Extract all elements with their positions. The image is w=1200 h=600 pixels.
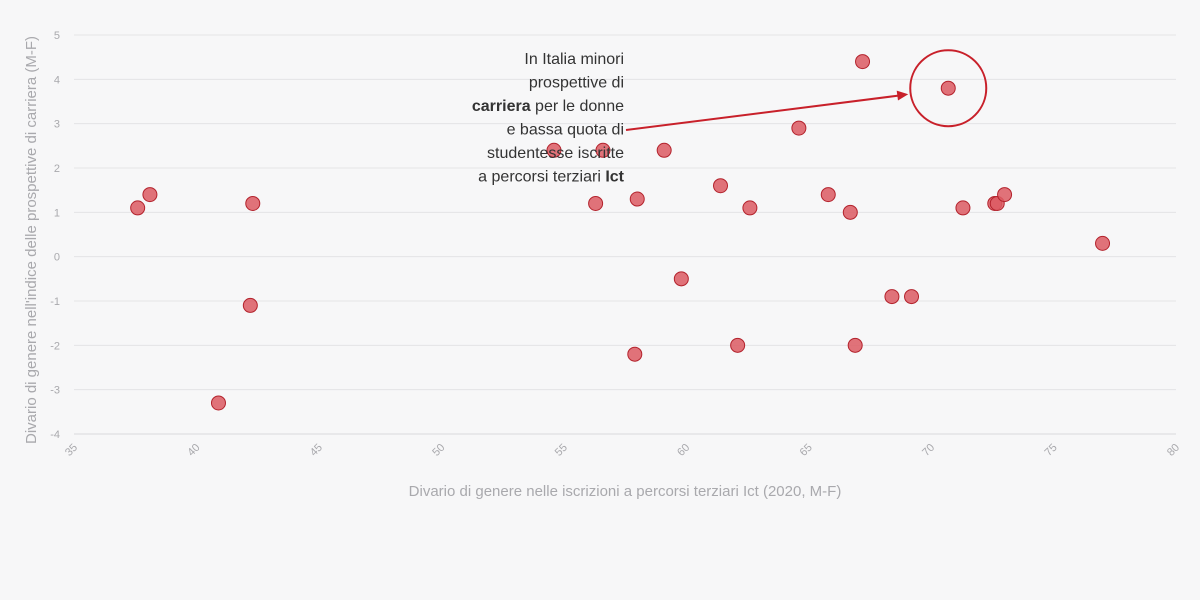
scatter-point [997,187,1013,203]
scatter-point [730,337,746,353]
arrow-head-icon [896,90,909,101]
y-tick-label: -1 [50,296,60,308]
x-tick-label: 35 [63,442,80,459]
scatter-point [546,142,562,158]
y-tick-label: 4 [54,74,60,86]
scatter-point [742,200,758,216]
annotation-text: a percorsi terziari [478,169,605,186]
scatter-point [629,191,645,207]
scatter-point [713,178,729,194]
annotation-bold-text: Ict [605,169,624,186]
x-tick-label: 70 [920,442,937,459]
highlight-circle [909,49,988,128]
annotation: In Italia minori prospettive di carriera p… [472,49,988,186]
annotation-line: studentesse iscritte [487,145,624,162]
y-tick-label: 2 [54,163,60,175]
scatter-point [130,200,146,216]
annotation-text: e bassa quota di [507,122,624,139]
scatter-point [210,395,226,411]
x-tick-label: 40 [185,442,202,459]
scatter-point [955,200,971,216]
axes: 5 4 3 2 1 0 -1 -2 -3 -435 40 45 50 55 60 65 70 75 80 [50,30,1182,459]
annotation-arrow [625,94,901,131]
scatter-point [595,142,611,158]
scatter-point [820,187,836,203]
y-tick-label: -2 [50,340,60,352]
y-tick-label: 5 [54,30,60,42]
scatter-point [904,289,920,305]
scatter-point [791,120,807,136]
y-tick-label: -4 [50,429,60,441]
y-tick-label: 1 [54,207,60,219]
annotation-text: prospettive di [529,75,624,92]
y-tick-label: 3 [54,119,60,131]
scatter-point [588,195,604,211]
scatter-point [842,204,858,220]
data-points [130,54,1111,411]
x-tick-label: 75 [1043,442,1060,459]
y-tick-label: 0 [54,252,60,264]
annotation-bold-text: carriera [472,98,531,115]
annotation-text: per le donne [531,98,625,115]
grid [74,34,1176,435]
annotation-line: In Italia minori [524,51,624,68]
x-tick-label: 45 [308,442,325,459]
x-tick-label: 50 [430,442,447,459]
annotation-line: a percorsi terziari Ict [478,169,625,186]
annotation-text: studentesse iscritte [487,145,624,162]
x-tick-label: 65 [798,442,815,459]
scatter-point [673,271,689,287]
x-tick-label: 80 [1165,442,1182,459]
scatter-point [656,142,672,158]
scatter-point [884,289,900,305]
scatter-point [855,54,871,70]
y-tick-label: -3 [50,385,60,397]
x-tick-label: 55 [553,442,570,459]
x-tick-label: 60 [675,442,692,459]
x-axis-title: Divario di genere nelle iscrizioni a per… [409,483,842,500]
y-axis-title: Divario di genere nell'indice delle pros… [23,36,40,444]
annotation-text: In Italia minori [524,51,624,68]
scatter-point [245,195,261,211]
scatter-point [142,187,158,203]
scatter-point [847,337,863,353]
scatter-point [627,346,643,362]
scatter-point [940,80,956,96]
scatter-point [1095,235,1111,251]
annotation-line: prospettive di [529,75,624,92]
scatter-point [242,297,258,313]
annotation-line: e bassa quota di [507,122,624,139]
annotation-line: carriera per le donne [472,98,624,115]
